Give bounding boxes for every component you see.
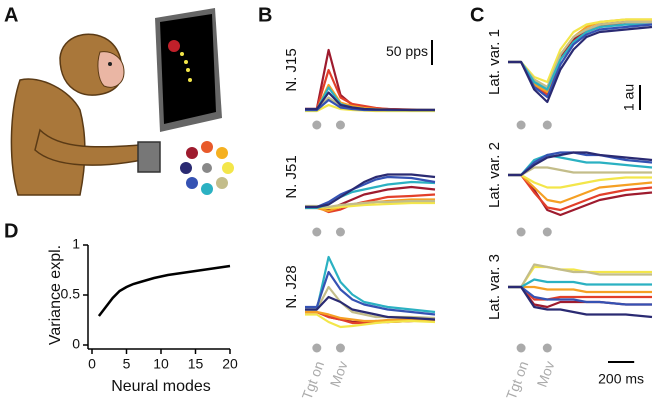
x-tick-label: 15 bbox=[188, 356, 204, 372]
trace bbox=[508, 173, 653, 212]
trace bbox=[508, 278, 652, 289]
trace bbox=[508, 23, 652, 91]
data-line bbox=[97, 264, 231, 317]
trace bbox=[305, 295, 436, 321]
trace bbox=[508, 173, 653, 204]
trace bbox=[305, 270, 436, 316]
row-label: N. J51 bbox=[283, 155, 300, 198]
trace bbox=[508, 151, 653, 177]
scale-bar-label: 1 au bbox=[621, 84, 637, 111]
y-tick-label: 1 bbox=[72, 236, 80, 252]
x-axis-title: Neural modes bbox=[111, 378, 211, 395]
y-tick-label: 0 bbox=[72, 336, 80, 352]
trace bbox=[305, 91, 435, 112]
panel-label: D bbox=[4, 220, 18, 242]
event-dot bbox=[335, 120, 345, 130]
y-axis-title: Variance expl. bbox=[47, 245, 64, 345]
trace bbox=[508, 25, 653, 104]
event-dot bbox=[516, 120, 526, 130]
trace bbox=[305, 310, 435, 323]
event-dot bbox=[335, 227, 345, 237]
row-label: N. J15 bbox=[283, 48, 300, 91]
panel-label: B bbox=[258, 4, 272, 26]
event-dot bbox=[542, 343, 552, 353]
event-dot bbox=[312, 120, 322, 130]
x-tick-label: 10 bbox=[153, 356, 169, 372]
trace bbox=[508, 285, 653, 319]
trace bbox=[305, 255, 436, 314]
trace bbox=[305, 313, 436, 329]
scale-bar-label: 50 pps bbox=[386, 43, 428, 59]
x-tick-label: 0 bbox=[88, 356, 96, 372]
monkey-illustration bbox=[10, 8, 234, 196]
x-tick-label: 20 bbox=[222, 356, 238, 372]
trace bbox=[508, 285, 652, 306]
event-dot bbox=[312, 343, 322, 353]
y-tick-label: 0.5 bbox=[61, 286, 81, 302]
x-tick-label: 5 bbox=[123, 356, 131, 372]
row-label: Lat. var. 1 bbox=[486, 29, 503, 95]
row-label: Lat. var. 3 bbox=[486, 254, 503, 320]
event-dot bbox=[335, 343, 345, 353]
panel-label: C bbox=[470, 4, 484, 26]
time-bar-label: 200 ms bbox=[598, 371, 644, 387]
panel-label: A bbox=[4, 4, 18, 26]
event-dot bbox=[542, 120, 552, 130]
event-dot bbox=[312, 227, 322, 237]
trace bbox=[305, 173, 436, 209]
event-dot bbox=[516, 343, 526, 353]
trace bbox=[508, 263, 652, 289]
trace bbox=[508, 173, 652, 189]
row-label: N. J28 bbox=[283, 265, 300, 308]
event-dot bbox=[542, 227, 552, 237]
event-dot bbox=[516, 227, 526, 237]
trace bbox=[508, 285, 652, 294]
row-label: Lat. var. 2 bbox=[486, 142, 503, 208]
